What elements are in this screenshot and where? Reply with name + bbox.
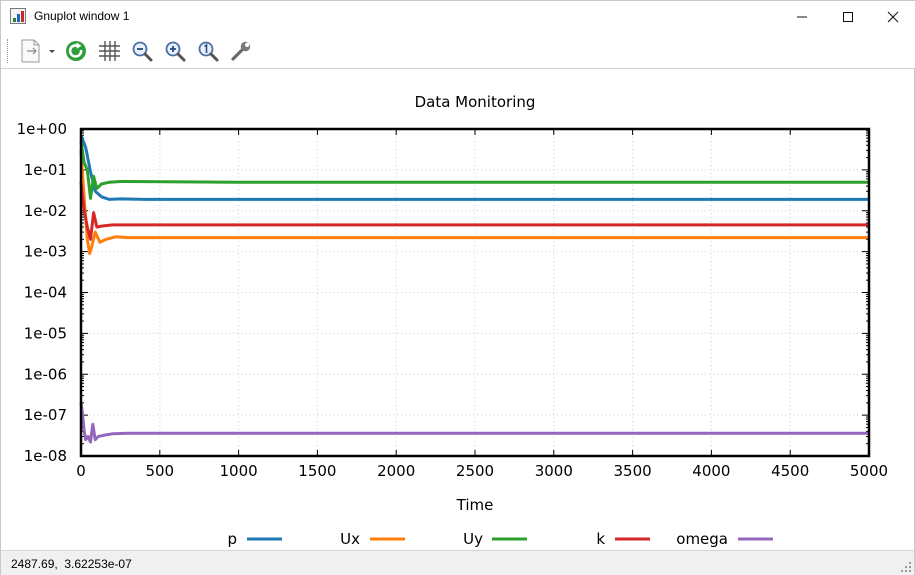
y-tick-label: 1e-04 [24, 284, 67, 302]
zoom-out-button[interactable] [128, 37, 156, 65]
options-button[interactable] [227, 37, 255, 65]
refresh-icon [66, 41, 86, 61]
x-tick-label: 1000 [220, 462, 258, 480]
legend-label-omega: omega [676, 530, 728, 548]
x-tick-label: 5000 [850, 462, 888, 480]
mouse-coordinates: 2487.69, 3.62253e-07 [11, 557, 132, 571]
y-tick-label: 1e-03 [24, 243, 67, 261]
x-tick-label: 3000 [535, 462, 573, 480]
document-arrow-icon [21, 39, 55, 63]
close-button[interactable] [870, 1, 915, 33]
series-line-uy [79, 141, 869, 200]
gnuplot-canvas[interactable]: Data Monitoring 0 500 1000 1500 2000 2500 3000 3… [1, 70, 914, 550]
x-tick-label: 1500 [298, 462, 336, 480]
series-line-omega [79, 402, 869, 444]
series-line-ux [79, 150, 869, 255]
y-tick-label: 1e+00 [17, 120, 67, 138]
zoom-in-icon [165, 41, 186, 62]
y-tick-label: 1e-05 [24, 324, 67, 342]
copy-print-options-button[interactable] [15, 37, 59, 65]
x-tick-label: 4500 [771, 462, 809, 480]
y-tick-label: 1e-06 [24, 365, 67, 383]
toolbar-grip [7, 39, 9, 63]
zoom-out-icon [132, 41, 153, 62]
plot-frame [79, 127, 871, 458]
close-icon [887, 11, 899, 23]
minimize-icon [797, 16, 807, 18]
x-axis-label: Time [456, 496, 494, 514]
maximize-icon [843, 12, 853, 22]
y-tick-label: 1e-08 [24, 447, 67, 465]
grid-icon [99, 41, 120, 61]
title-bar[interactable]: Gnuplot window 1 [1, 1, 915, 33]
replot-button[interactable] [62, 37, 90, 65]
zoom-autoscale-button[interactable] [194, 37, 222, 65]
x-tick-label: 3500 [614, 462, 652, 480]
resize-grip-icon[interactable] [901, 562, 911, 572]
window-title: Gnuplot window 1 [34, 9, 130, 23]
series-line-p [79, 134, 869, 201]
x-tick-label: 500 [145, 462, 174, 480]
wrench-icon [231, 41, 251, 61]
status-bar: 2487.69, 3.62253e-07 [1, 550, 914, 575]
toolbar [1, 33, 915, 69]
legend-label-uy: Uy [463, 530, 483, 548]
gnuplot-app-icon [10, 8, 26, 24]
legend-label-k: k [596, 530, 605, 548]
maximize-button[interactable] [825, 1, 871, 33]
chart-title: Data Monitoring [415, 93, 536, 111]
y-tick-label: 1e-01 [24, 161, 67, 179]
zoom-reset-icon [198, 41, 219, 62]
x-tick-label: 2000 [377, 462, 415, 480]
x-tick-label: 0 [76, 462, 86, 480]
x-tick-label: 2500 [456, 462, 494, 480]
x-tick-label: 4000 [692, 462, 730, 480]
legend-label-p: p [227, 530, 237, 548]
legend-label-ux: Ux [340, 530, 360, 548]
grid-button[interactable] [95, 37, 123, 65]
series-line-k [79, 182, 869, 241]
y-tick-label: 1e-02 [24, 202, 67, 220]
y-tick-label: 1e-07 [24, 406, 67, 424]
minimize-button[interactable] [779, 1, 825, 33]
zoom-in-button[interactable] [161, 37, 189, 65]
